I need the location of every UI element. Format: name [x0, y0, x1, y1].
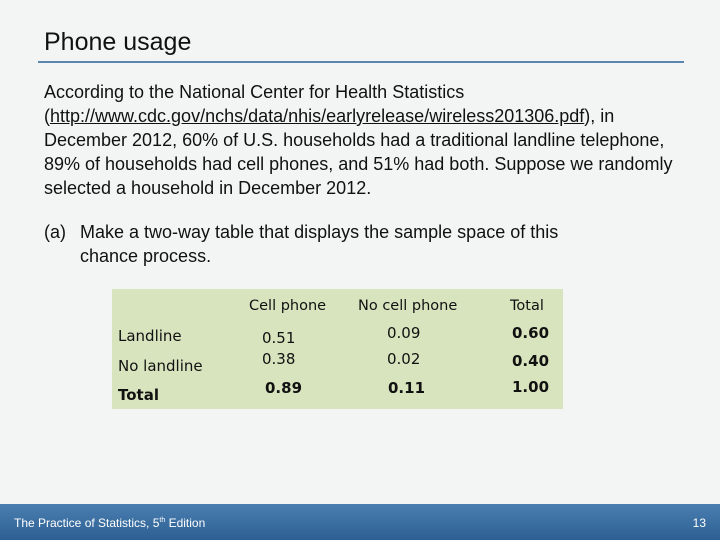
- col-header-total: Total: [510, 298, 544, 314]
- paragraph-text-pre: According to the National Center for Hea…: [44, 82, 465, 126]
- table-cell: 0.51: [262, 329, 296, 347]
- question-label: (a): [44, 222, 66, 242]
- question-text-line1: Make a two-way table that displays the s…: [80, 222, 559, 242]
- source-link[interactable]: http://www.cdc.gov/nchs/data/nhis/earlyr…: [50, 106, 585, 126]
- table-cell: 0.40: [512, 352, 550, 370]
- col-header-cell-phone: Cell phone: [249, 298, 327, 314]
- col-header-no-cell-phone: No cell phone: [358, 298, 458, 314]
- table-cell: 0.60: [512, 324, 550, 342]
- book-title-pre: The Practice of Statistics, 5: [14, 516, 160, 530]
- book-title-post: Edition: [165, 516, 206, 530]
- row-label-landline: Landline: [118, 327, 182, 345]
- page-number: 13: [692, 516, 706, 530]
- footer-bar: The Practice of Statistics, 5th Edition …: [0, 504, 720, 540]
- footer-book-title: The Practice of Statistics, 5th Edition: [14, 516, 205, 530]
- question-a: (a) Make a two-way table that displays th…: [44, 220, 664, 268]
- table-cell: 0.38: [262, 350, 296, 368]
- two-way-table: Cell phone No cell phone Total Landline …: [112, 289, 563, 409]
- slide-title: Phone usage: [44, 28, 192, 56]
- table-cell: 0.09: [387, 324, 421, 342]
- table-cell: 0.89: [265, 379, 303, 397]
- question-text-line2: chance process.: [80, 246, 212, 266]
- table-cell: 1.00: [512, 378, 550, 396]
- intro-paragraph: According to the National Center for Hea…: [44, 80, 694, 200]
- row-label-total: Total: [118, 386, 159, 404]
- paragraph-text-post: ), in December 2012, 60% of U.S. househo…: [44, 106, 673, 198]
- book-title-sup: th: [159, 517, 166, 524]
- table-cell: 0.11: [388, 379, 426, 397]
- title-divider: [38, 61, 684, 63]
- row-label-no-landline: No landline: [118, 357, 203, 375]
- table-cell: 0.02: [387, 350, 421, 368]
